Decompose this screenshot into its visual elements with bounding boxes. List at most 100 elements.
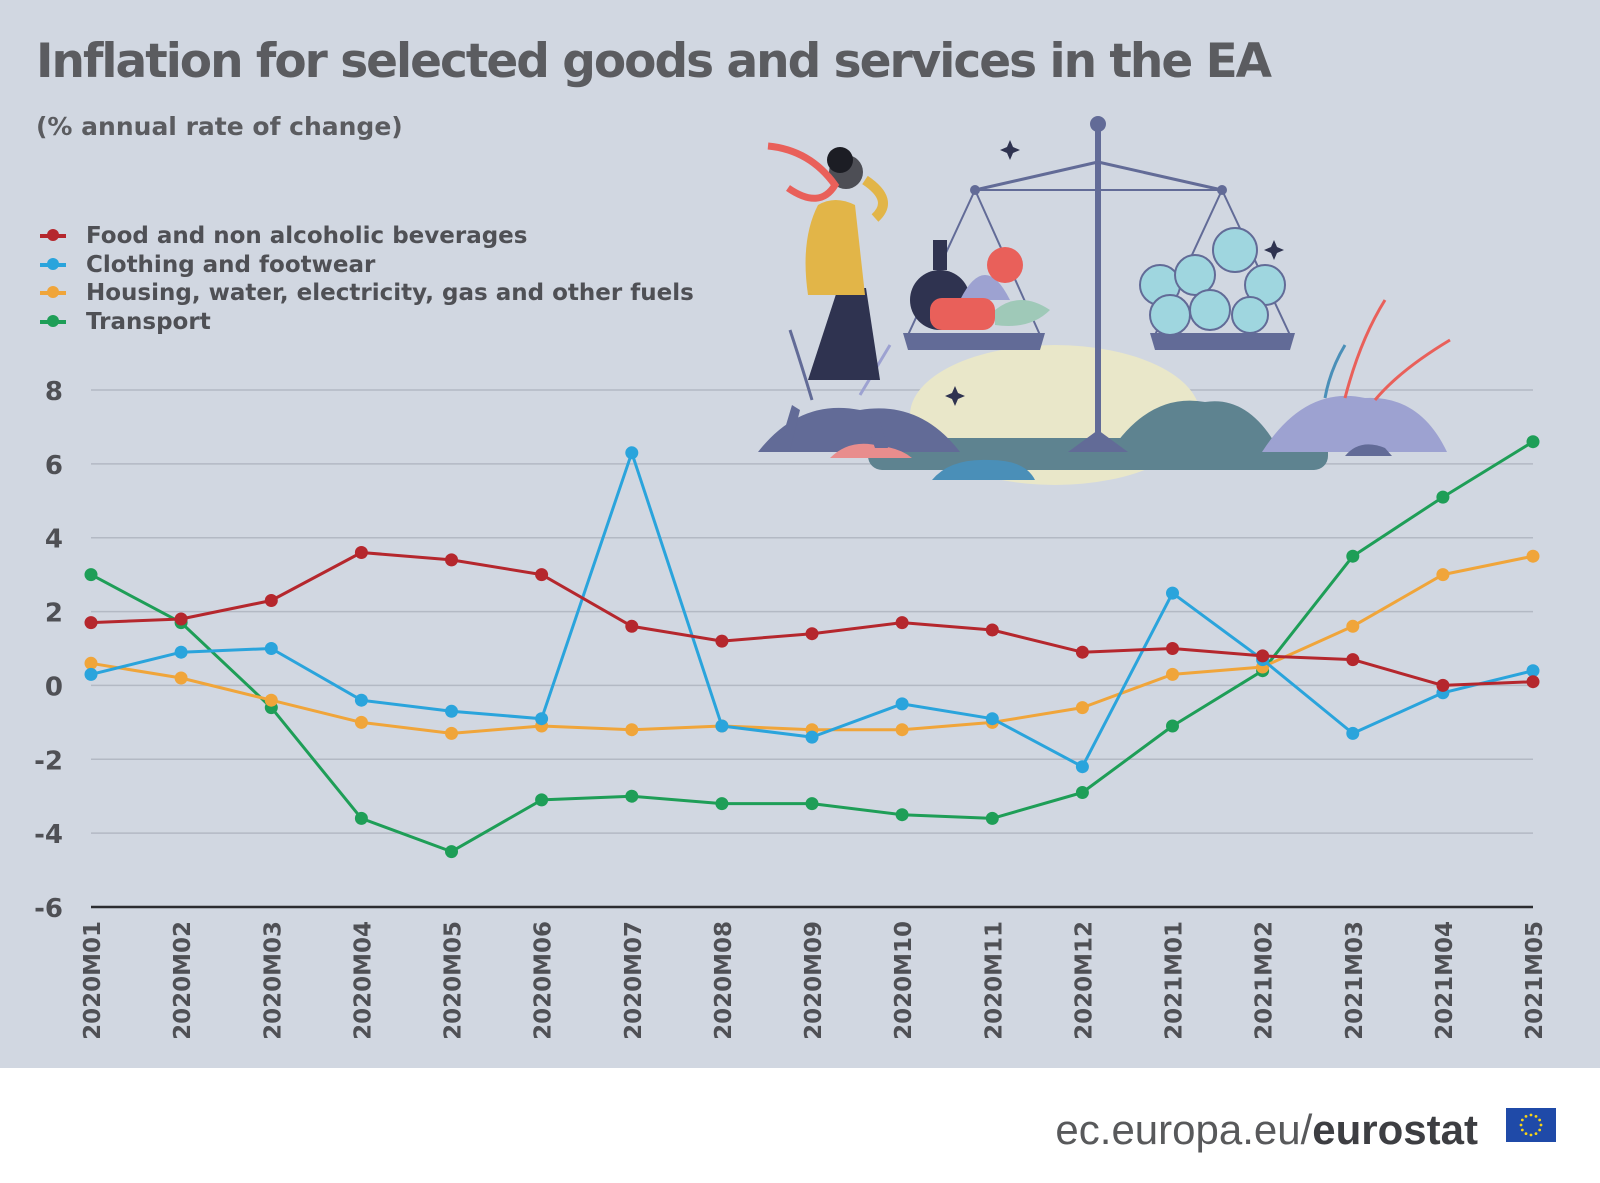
data-point: [1166, 719, 1179, 733]
data-point: [354, 546, 368, 559]
legend-label-transport: Transport: [86, 308, 211, 335]
data-point: [1346, 549, 1360, 563]
gridlines: [91, 389, 1533, 909]
legend-label-food: Food and non alcoholic beverages: [86, 223, 528, 250]
x-tick-label: 2020M02: [170, 921, 196, 1040]
source-domain: ec.europa.eu/: [1055, 1106, 1313, 1153]
legend-label-clothing: Clothing and footwear: [86, 251, 376, 278]
data-point: [1436, 568, 1450, 582]
data-point: [1075, 701, 1089, 715]
data-point: [1075, 786, 1089, 799]
x-tick-label: 2021M05: [1522, 921, 1548, 1040]
legend-item-housing: Housing, water, electricity, gas and oth…: [40, 279, 694, 308]
eurostat-brand: eurostat: [1312, 1106, 1478, 1153]
data-point: [895, 697, 909, 711]
data-point: [1436, 678, 1450, 692]
x-tick-label: 2020M12: [1071, 921, 1097, 1040]
data-point: [1166, 586, 1179, 600]
data-point: [84, 616, 98, 630]
data-point: [805, 627, 819, 641]
data-point: [445, 726, 458, 740]
data-point: [1346, 653, 1360, 667]
data-point: [535, 793, 549, 807]
legend-item-food: Food and non alcoholic beverages: [40, 222, 694, 251]
data-point: [354, 811, 368, 825]
data-point: [715, 797, 729, 811]
chart-panel: [0, 0, 1600, 1068]
data-point: [535, 712, 549, 726]
data-point: [264, 693, 278, 707]
y-tick-label: 2: [45, 599, 63, 629]
data-point: [805, 730, 819, 744]
x-tick-label: 2020M03: [260, 921, 286, 1040]
data-point: [354, 715, 368, 729]
data-point: [1526, 675, 1540, 689]
legend-swatch-clothing: [40, 257, 66, 270]
y-tick-label: -6: [34, 894, 63, 924]
series-lines: [84, 435, 1540, 859]
data-point: [625, 723, 639, 737]
x-tick-label: 2021M01: [1162, 921, 1188, 1040]
eu-flag-icon: [1506, 1108, 1556, 1142]
data-point: [445, 845, 458, 859]
data-point: [1526, 664, 1540, 678]
data-point: [264, 594, 278, 607]
data-point: [985, 712, 999, 726]
x-tick-label: 2020M08: [711, 921, 737, 1040]
data-point: [1075, 760, 1089, 774]
data-point: [1526, 435, 1540, 449]
y-tick-label: 0: [45, 672, 63, 702]
x-tick-label: 2020M05: [441, 921, 467, 1040]
data-point: [1256, 649, 1270, 663]
x-tick-label: 2020M06: [531, 921, 557, 1040]
data-point: [895, 723, 909, 737]
x-tick-label: 2020M10: [891, 921, 917, 1040]
x-tick-label: 2020M07: [621, 921, 647, 1040]
data-point: [805, 797, 819, 811]
data-point: [1436, 490, 1450, 504]
data-point: [625, 619, 639, 633]
data-point: [1166, 642, 1179, 655]
chart-subtitle: (% annual rate of change): [36, 112, 403, 141]
data-point: [895, 808, 909, 822]
x-tick-label: 2020M11: [981, 921, 1007, 1040]
data-point: [715, 634, 729, 648]
data-point: [535, 568, 549, 582]
data-point: [354, 693, 368, 707]
x-tick-label: 2021M02: [1252, 921, 1278, 1040]
x-tick-label: 2021M04: [1432, 921, 1458, 1040]
data-point: [445, 553, 458, 567]
data-point: [264, 642, 278, 655]
x-tick-label: 2020M09: [801, 921, 827, 1040]
data-point: [84, 656, 98, 670]
y-tick-label: 8: [45, 377, 63, 407]
y-tick-label: 6: [45, 451, 63, 481]
data-point: [445, 704, 458, 718]
series-line-1: [90, 451, 1534, 769]
y-tick-label: -2: [34, 746, 63, 776]
data-point: [1166, 667, 1179, 681]
data-point: [1075, 645, 1089, 659]
series-line-3: [90, 440, 1534, 854]
data-point: [625, 789, 639, 803]
data-point: [625, 446, 639, 460]
y-tick-label: -4: [34, 820, 63, 850]
x-tick-label: 2020M04: [350, 921, 376, 1040]
x-tick-label: 2020M01: [80, 921, 106, 1040]
y-axis-labels: 8 6 4 2 0 -2 -4 -6: [34, 377, 63, 924]
y-tick-label: 4: [45, 525, 63, 555]
series-line-0: [90, 551, 1534, 687]
data-point: [84, 667, 98, 681]
data-point: [715, 719, 729, 733]
data-point: [1346, 619, 1360, 633]
legend-item-clothing: Clothing and footwear: [40, 251, 694, 280]
legend-swatch-housing: [40, 286, 66, 299]
legend-swatch-transport: [40, 314, 66, 327]
source-url: ec.europa.eu/eurostat: [1055, 1106, 1478, 1154]
data-point: [1346, 726, 1360, 740]
x-axis-labels: 2020M01 2020M02 2020M03 2020M04 2020M05 2020M…: [80, 921, 1548, 1040]
data-point: [174, 645, 188, 659]
legend-swatch-food: [40, 229, 66, 242]
data-point: [985, 811, 999, 825]
data-point: [895, 616, 909, 630]
